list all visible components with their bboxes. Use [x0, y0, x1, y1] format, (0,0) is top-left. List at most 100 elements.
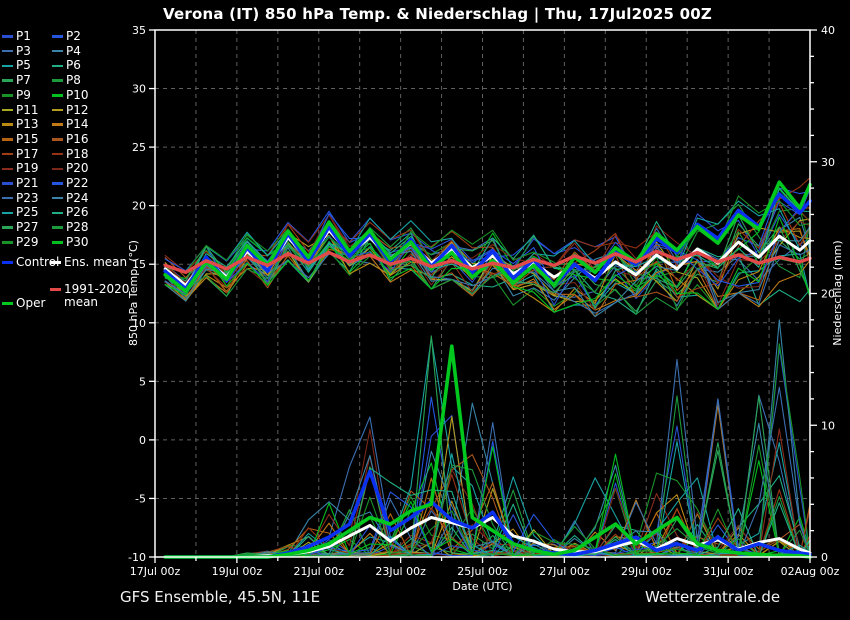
y-right-axis-title: Niederschlag (mm) — [831, 240, 844, 345]
legend-item-control-color-line — [2, 261, 13, 264]
y-right-tick-label: 40 — [821, 24, 835, 37]
legend-item-p23-color-line — [2, 196, 13, 200]
legend-item-p18-color-line — [52, 152, 63, 156]
y-left-tick-label: 5 — [139, 375, 146, 388]
legend-item-p21: P21 — [2, 177, 39, 190]
legend-item-p15-label: P15 — [16, 131, 39, 146]
legend-item-p30-label: P30 — [66, 234, 89, 249]
legend-item-p16: P16 — [52, 131, 89, 146]
legend-item-p8: P8 — [52, 74, 81, 87]
legend-item-p4-label: P4 — [66, 43, 81, 58]
member-precip-line-p2 — [164, 396, 811, 558]
legend-item-p17-label: P17 — [16, 146, 39, 161]
legend-item-p22-label: P22 — [66, 176, 89, 190]
legend-item-p29-label: P29 — [16, 234, 39, 249]
legend-item-p21-color-line — [2, 182, 13, 185]
x-tick-label: 02Aug 00z — [781, 565, 840, 578]
legend-item-p27: P27 — [2, 221, 39, 234]
x-tick-label: 19Jul 00z — [212, 565, 263, 578]
member-precip-line-p9 — [164, 343, 811, 558]
legend-item-p6-label: P6 — [66, 58, 81, 73]
legend-item-p7-color-line — [2, 79, 13, 82]
legend-item-p3-color-line — [2, 49, 13, 53]
legend-item-p25: P25 — [2, 206, 39, 219]
legend-item-p9-label: P9 — [16, 87, 31, 102]
y-left-tick-label: 35 — [132, 24, 146, 37]
y-left-tick-label: 25 — [132, 141, 146, 154]
y-left-tick-label: 10 — [132, 317, 146, 330]
legend-item-p5: P5 — [2, 59, 31, 72]
x-tick-label: 17Jul 00z — [130, 565, 181, 578]
member-temp-line-p27 — [164, 214, 811, 294]
y-right-tick-label: 30 — [821, 156, 835, 169]
legend-item-p17: P17 — [2, 146, 39, 161]
legend: P1 P2 P3 P4 P5 P6 P7 P8 P9 P10 P11 P12 P13 P14 P15 P16 P… — [0, 0, 135, 330]
legend-item-p28-label: P28 — [66, 220, 89, 235]
y-left-tick-label: 0 — [139, 434, 146, 447]
legend-item-p27-color-line — [2, 226, 13, 229]
legend-item-p10: P10 — [52, 88, 89, 102]
legend-item-p18: P18 — [52, 147, 89, 161]
legend-item-p17-color-line — [2, 152, 13, 156]
legend-item-p21-label: P21 — [16, 176, 39, 190]
legend-item-ens-mean: Ens. mean — [50, 256, 127, 269]
member-precip-line-p22 — [164, 398, 811, 558]
legend-item-p14: P14 — [52, 118, 89, 131]
legend-item-oper-label: Oper — [16, 296, 46, 310]
legend-item-p28-color-line — [52, 226, 63, 229]
legend-item-p12-color-line — [52, 108, 63, 112]
legend-item-p8-label: P8 — [66, 73, 81, 88]
x-tick-label: 31Jul 00z — [703, 565, 754, 578]
legend-item-p1-label: P1 — [16, 29, 31, 43]
y-right-tick-label: 20 — [821, 288, 835, 301]
y-left-tick-label: -5 — [135, 492, 146, 505]
axis-labels: 35 30 25 20 15 10 5 0 -5 -10 40 30 20 10 0 17Jul 00z 19J… — [127, 24, 844, 593]
oper-temp-line — [163, 180, 812, 294]
climate-mean-temp-line — [163, 249, 812, 275]
legend-item-p6: P6 — [52, 59, 81, 72]
legend-item-p25-color-line — [2, 211, 13, 215]
legend-item-p19: P19 — [2, 162, 39, 175]
y-left-tick-label: -10 — [128, 551, 146, 564]
legend-item-p14-label: P14 — [66, 117, 89, 132]
control-temp-line — [163, 192, 812, 291]
legend-item-p30-color-line — [52, 241, 63, 244]
legend-item-ens-mean-color-line — [50, 261, 61, 264]
legend-item-p29-color-line — [2, 241, 13, 244]
x-tick-label: 23Jul 00z — [375, 565, 426, 578]
x-axis-title: Date (UTC) — [452, 580, 512, 593]
member-precip-line-p5 — [164, 337, 811, 558]
legend-item-p27-label: P27 — [16, 220, 39, 235]
legend-item-p14-color-line — [52, 123, 63, 126]
y-left-axis-title: 850 hPa Temp. (°C) — [127, 240, 140, 346]
legend-item-control: Control — [2, 256, 59, 269]
x-tick-label: 25Jul 00z — [457, 565, 508, 578]
legend-item-p15-color-line — [2, 138, 13, 141]
legend-item-p24-color-line — [52, 196, 63, 200]
legend-item-p1-color-line — [2, 35, 13, 38]
axes — [149, 29, 817, 563]
legend-item-p29: P29 — [2, 234, 39, 249]
legend-item-p9-color-line — [2, 94, 13, 97]
x-tick-label: 21Jul 00z — [293, 565, 344, 578]
legend-item-p13-label: P13 — [16, 117, 39, 132]
legend-item-p28: P28 — [52, 221, 89, 234]
legend-item-p26-color-line — [52, 211, 63, 215]
legend-item-p4: P4 — [52, 43, 81, 58]
oper-precip-line — [163, 344, 812, 559]
member-precip-line-p17 — [164, 468, 811, 558]
legend-item-p23: P23 — [2, 190, 39, 205]
legend-item-oper: Oper — [2, 297, 45, 310]
y-left-tick-label: 20 — [132, 200, 146, 213]
legend-item-control-label: Control — [16, 255, 60, 269]
legend-item-p12: P12 — [52, 102, 89, 117]
legend-item-p16-label: P16 — [66, 131, 89, 146]
legend-item-p30: P30 — [52, 234, 89, 249]
legend-item-p12-label: P12 — [66, 102, 89, 117]
legend-item-p16-color-line — [52, 138, 63, 141]
legend-item-p11: P11 — [2, 103, 39, 117]
legend-item-p23-label: P23 — [16, 190, 39, 205]
legend-item-p7: P7 — [2, 74, 31, 87]
